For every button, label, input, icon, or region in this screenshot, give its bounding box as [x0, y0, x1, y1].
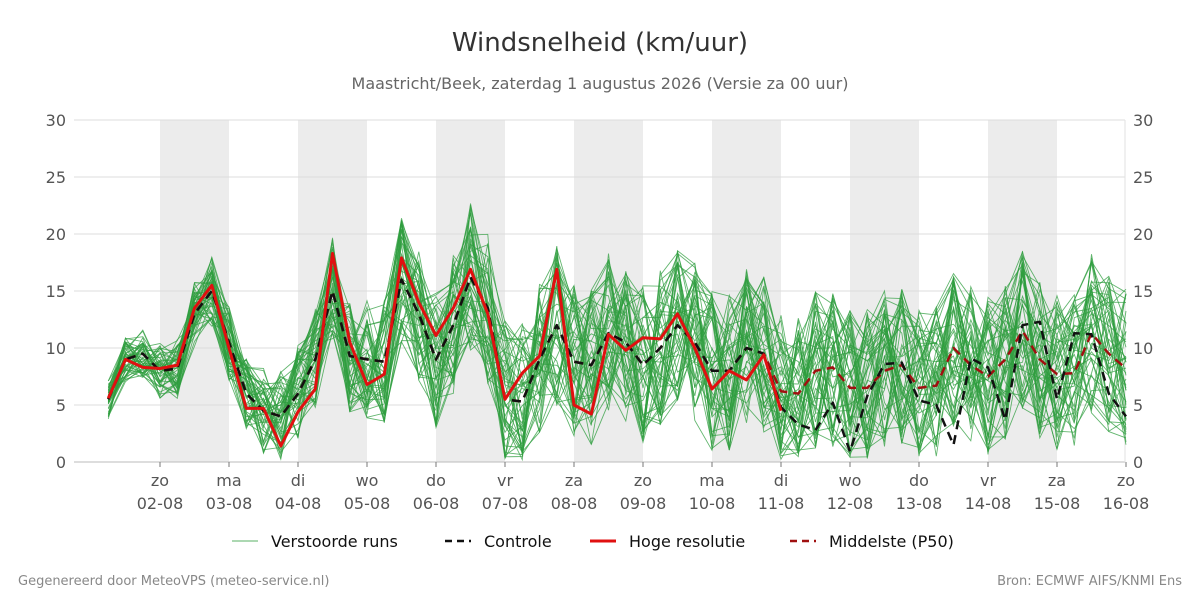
y-tick-label: 5 [56, 396, 66, 415]
ensemble-member-line [107, 228, 1127, 458]
y-tick-label: 0 [56, 453, 66, 472]
ensemble-member-line [107, 268, 1127, 452]
x-tick-day: vr [980, 471, 996, 490]
x-tick-date: 16-08 [1103, 494, 1150, 513]
x-tick-day: do [909, 471, 929, 490]
x-tick-day: zo [151, 471, 169, 490]
ensemble-member-line [107, 225, 1127, 455]
ensemble-member-line [107, 218, 1127, 453]
y-tick-label: 15 [1133, 282, 1153, 301]
y-tick-label: 20 [1133, 225, 1153, 244]
ensemble-member-line [107, 224, 1127, 450]
x-tick-day: ma [216, 471, 241, 490]
legend-label: Middelste (P50) [829, 532, 954, 551]
footer-left: Gegenereerd door MeteoVPS (meteo-service… [18, 574, 329, 589]
x-tick-date: 04-08 [275, 494, 322, 513]
x-tick-day: zo [634, 471, 652, 490]
ensemble-member-line [107, 228, 1127, 454]
x-axis: zo 02-08 ma 03-08 di 04-08 wo 05-08 do 06-08 vr 07-… [137, 462, 1150, 513]
ensemble-member-line [107, 212, 1127, 456]
series-line-hoge-resolutie [106, 251, 783, 448]
y-tick-label: 10 [46, 339, 66, 358]
y-tick-label: 0 [1133, 453, 1143, 472]
x-tick-day: di [774, 471, 789, 490]
y-tick-label: 25 [46, 168, 66, 187]
x-tick-date: 14-08 [965, 494, 1012, 513]
y-axis-left: 0 5 10 15 20 25 30 [46, 111, 66, 472]
main-series [106, 251, 1127, 453]
x-tick-date: 02-08 [137, 494, 184, 513]
x-tick-day: di [291, 471, 306, 490]
ensemble-member-line [107, 230, 1127, 457]
y-tick-label: 25 [1133, 168, 1153, 187]
x-tick-date: 06-08 [413, 494, 460, 513]
legend-label: Verstoorde runs [271, 532, 398, 551]
x-tick-day: wo [839, 471, 862, 490]
x-tick-date: 07-08 [482, 494, 529, 513]
ensemble-member-line [107, 275, 1127, 460]
x-tick-date: 13-08 [896, 494, 943, 513]
x-tick-date: 15-08 [1034, 494, 1081, 513]
x-tick-day: vr [497, 471, 513, 490]
ensemble-member-line [107, 213, 1127, 449]
y-axis-right: 0 5 10 15 20 25 30 [1133, 111, 1153, 472]
x-tick-date: 11-08 [758, 494, 805, 513]
x-tick-date: 09-08 [620, 494, 667, 513]
x-tick-date: 05-08 [344, 494, 391, 513]
y-tick-label: 20 [46, 225, 66, 244]
x-tick-day: ma [699, 471, 724, 490]
chart-title: Windsnelheid (km/uur) [452, 28, 748, 58]
footer-right: Bron: ECMWF AIFS/KNMI Ens [997, 574, 1182, 589]
series-line-controle [107, 276, 1127, 453]
chart-subtitle: Maastricht/Beek, zaterdag 1 augustus 202… [352, 74, 849, 93]
legend-label: Controle [484, 532, 552, 551]
y-tick-label: 15 [46, 282, 66, 301]
x-tick-day: za [1048, 471, 1066, 490]
ensemble-member-line [107, 266, 1127, 455]
x-tick-date: 03-08 [206, 494, 253, 513]
y-tick-label: 5 [1133, 396, 1143, 415]
x-tick-day: za [565, 471, 583, 490]
x-tick-day: zo [1117, 471, 1135, 490]
ensemble-member-line [107, 254, 1127, 448]
x-tick-day: wo [356, 471, 379, 490]
y-tick-label: 10 [1133, 339, 1153, 358]
x-tick-day: do [426, 471, 446, 490]
y-tick-label: 30 [1133, 111, 1153, 130]
ensemble-member-line [107, 222, 1127, 445]
ensemble-member-line [107, 227, 1127, 461]
x-tick-date: 12-08 [827, 494, 874, 513]
legend-label: Hoge resolutie [629, 532, 745, 551]
legend: Verstoorde runs Controle Hoge resolutie Mid… [232, 532, 954, 551]
y-tick-label: 30 [46, 111, 66, 130]
x-tick-date: 10-08 [689, 494, 736, 513]
x-tick-date: 08-08 [551, 494, 598, 513]
